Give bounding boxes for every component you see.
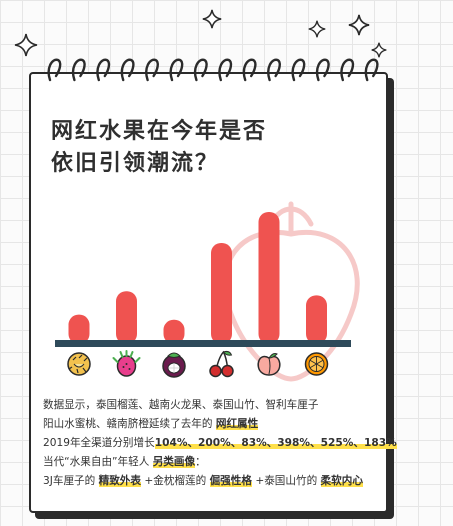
- binder-ring: [193, 58, 208, 82]
- binder-ring: [96, 58, 111, 82]
- highlight-growth-rates: 104%、200%、83%、398%、525%、183%: [154, 437, 397, 449]
- sparkle-icon: [348, 14, 370, 36]
- binder-ring: [218, 58, 233, 82]
- growth-bar-chart: [55, 212, 351, 378]
- notebook-card: 网红水果在今年是否 依旧引领潮流？ 数据显示，泰国榴莲、越南火龙果、泰国山竹、智…: [29, 72, 397, 513]
- binder-ring: [47, 58, 62, 82]
- bar-5: [306, 295, 327, 344]
- desc-line-3: 2019年全渠道分别增长104%、200%、83%、398%、525%、183%: [43, 437, 397, 449]
- mangosteen-icon: [162, 352, 186, 378]
- bar-4: [258, 212, 280, 344]
- durian-icon: [67, 352, 91, 376]
- highlight-exquisite: 精致外表: [98, 475, 141, 487]
- sparkle-icon: [371, 42, 387, 58]
- binder-ring: [267, 58, 281, 82]
- page-title: 网红水果在今年是否 依旧引领潮流？: [51, 116, 267, 180]
- binder-ring: [291, 58, 306, 82]
- peach-icon: [257, 353, 281, 376]
- highlight-stubborn: 倔强性格: [209, 475, 252, 487]
- sparkle-icon: [202, 9, 222, 29]
- bar-2: [163, 319, 185, 344]
- desc-line-2: 阳山水蜜桃、赣南脐橙延续了去年的 网红属性: [43, 418, 259, 430]
- bar-1: [116, 291, 137, 344]
- binder-ring: [364, 58, 379, 82]
- orange-icon: [304, 352, 329, 376]
- highlight-soft-heart: 柔软内心: [320, 475, 363, 487]
- dragon-fruit-icon: [112, 350, 141, 377]
- binder-ring: [71, 58, 86, 82]
- desc-line-4: 当代“水果自由”年轻人 另类画像：: [43, 456, 206, 468]
- desc-line-5: 3J车厘子的 精致外表 +金枕榴莲的 倔强性格 +泰国山竹的 柔软内心: [43, 475, 363, 487]
- cherry-icon: [209, 350, 234, 378]
- title-line-1: 网红水果在今年是否: [51, 119, 268, 144]
- sparkle-icon: [14, 33, 38, 57]
- notebook-rings: [47, 58, 379, 82]
- binder-ring: [315, 58, 330, 82]
- binder-ring: [169, 58, 184, 82]
- binder-ring: [242, 58, 257, 82]
- binder-ring: [145, 58, 159, 82]
- title-line-2: 依旧引领潮流？: [51, 151, 220, 176]
- sparkle-icon: [308, 20, 326, 38]
- bar-0: [68, 314, 90, 344]
- highlight-net-celebrity: 网红属性: [215, 418, 259, 430]
- desc-line-1: 数据显示，泰国榴莲、越南火龙果、泰国山竹、智利车厘子: [43, 399, 319, 411]
- binder-ring: [120, 58, 135, 82]
- chart-baseline: [55, 340, 351, 347]
- highlight-portrait: 另类画像: [152, 456, 196, 468]
- bar-3: [211, 242, 232, 344]
- description: 数据显示，泰国榴莲、越南火龙果、泰国山竹、智利车厘子 阳山水蜜桃、赣南脐橙延续了…: [43, 396, 397, 491]
- binder-ring: [340, 58, 355, 82]
